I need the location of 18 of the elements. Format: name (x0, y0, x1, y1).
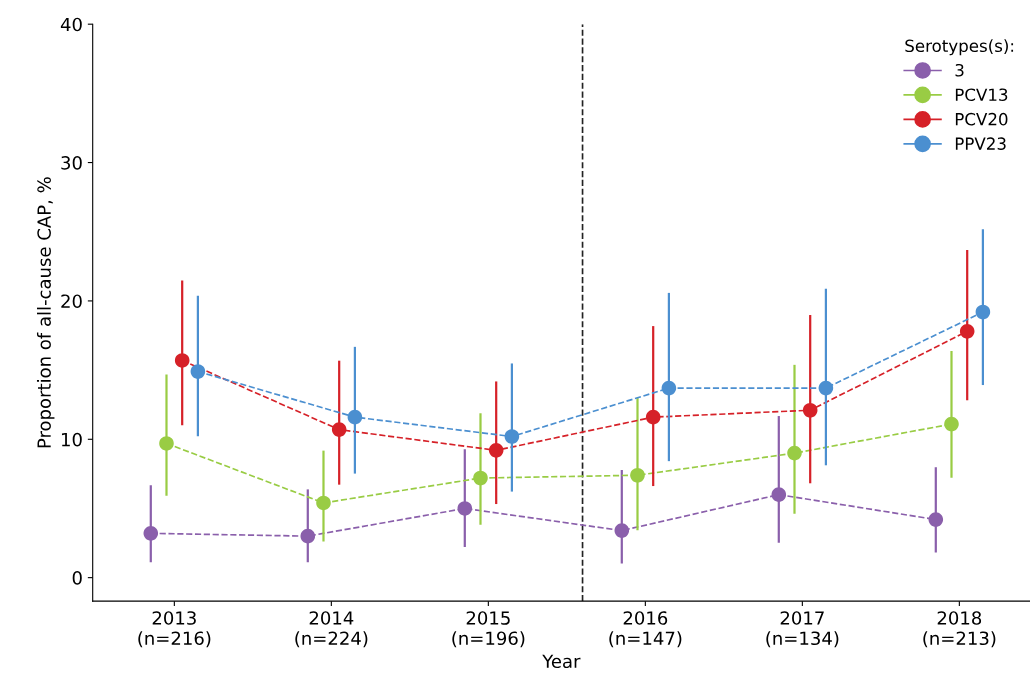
legend-label: 3 (955, 63, 964, 77)
legend-label: PCV20 (955, 112, 1008, 126)
y-tick-label: 40 (60, 17, 82, 32)
x-tick-label: 2015 (n=196) (452, 611, 525, 648)
y-tick-label: 30 (61, 156, 82, 170)
y-tick-label: 10 (61, 432, 82, 447)
x-tick-label: 2014 (n=224) (295, 611, 368, 648)
y-tick-label: 0 (72, 571, 82, 585)
legend-title: Serotypes(s): (905, 39, 1014, 56)
legend-label: PPV23 (955, 137, 1006, 150)
legend-label: PCV13 (955, 88, 1008, 102)
x-axis-title: Year (542, 654, 581, 669)
y-axis-title: Proportion of all-cause CAP, % (36, 177, 55, 448)
y-tick-label: 20 (61, 294, 82, 309)
x-tick-label: 2013 (n=216) (138, 611, 211, 648)
x-tick-label: 2016 (n=147) (609, 611, 682, 648)
x-tick-label: 2017 (n=134) (766, 611, 839, 648)
x-tick-label: 2018 (n=213) (923, 611, 996, 648)
